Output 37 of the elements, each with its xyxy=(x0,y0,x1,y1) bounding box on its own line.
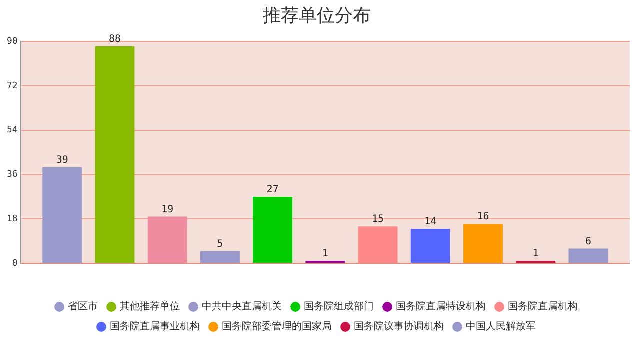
y-tick-label: 72 xyxy=(6,81,18,92)
data-label: 15 xyxy=(372,214,384,226)
legend-label: 国务院直属机构 xyxy=(508,300,578,313)
legend-label: 其他推荐单位 xyxy=(120,300,180,313)
data-label: 19 xyxy=(162,204,174,216)
bar xyxy=(95,46,135,264)
legend-label: 国务院议事协调机构 xyxy=(354,320,444,333)
bar xyxy=(464,224,503,264)
bar xyxy=(42,167,82,264)
data-label: 1 xyxy=(532,248,539,260)
y-tick-label: 18 xyxy=(6,214,18,225)
legend-label: 国务院直属特设机构 xyxy=(396,300,486,313)
y-tick-label: 90 xyxy=(6,36,18,47)
y-tick-label: 0 xyxy=(12,258,18,269)
legend-label: 国务院部委管理的国家局 xyxy=(222,320,332,333)
data-label: 14 xyxy=(424,216,437,228)
y-tick-label: 54 xyxy=(6,126,18,136)
bar xyxy=(253,197,293,264)
legend-label: 国务院直属事业机构 xyxy=(110,320,200,333)
data-label: 27 xyxy=(266,184,279,196)
y-tick-label: 36 xyxy=(6,170,18,180)
data-label: 16 xyxy=(477,212,490,223)
bar xyxy=(358,226,398,264)
bar xyxy=(568,248,608,264)
chart-title: 推荐单位分布 xyxy=(263,5,371,26)
legend-label: 国务院组成部门 xyxy=(304,300,374,313)
bar xyxy=(410,229,450,264)
data-label: 39 xyxy=(56,154,68,166)
data-label: 88 xyxy=(108,34,122,46)
data-label: 6 xyxy=(585,236,592,248)
bar xyxy=(200,251,240,264)
legend-label: 中共中央直属机关 xyxy=(202,300,282,313)
bar xyxy=(148,216,188,264)
legend-label: 省区市 xyxy=(68,300,98,313)
data-label: 5 xyxy=(217,238,224,250)
legend-label: 中国人民解放军 xyxy=(466,320,536,333)
data-label: 1 xyxy=(322,248,328,260)
